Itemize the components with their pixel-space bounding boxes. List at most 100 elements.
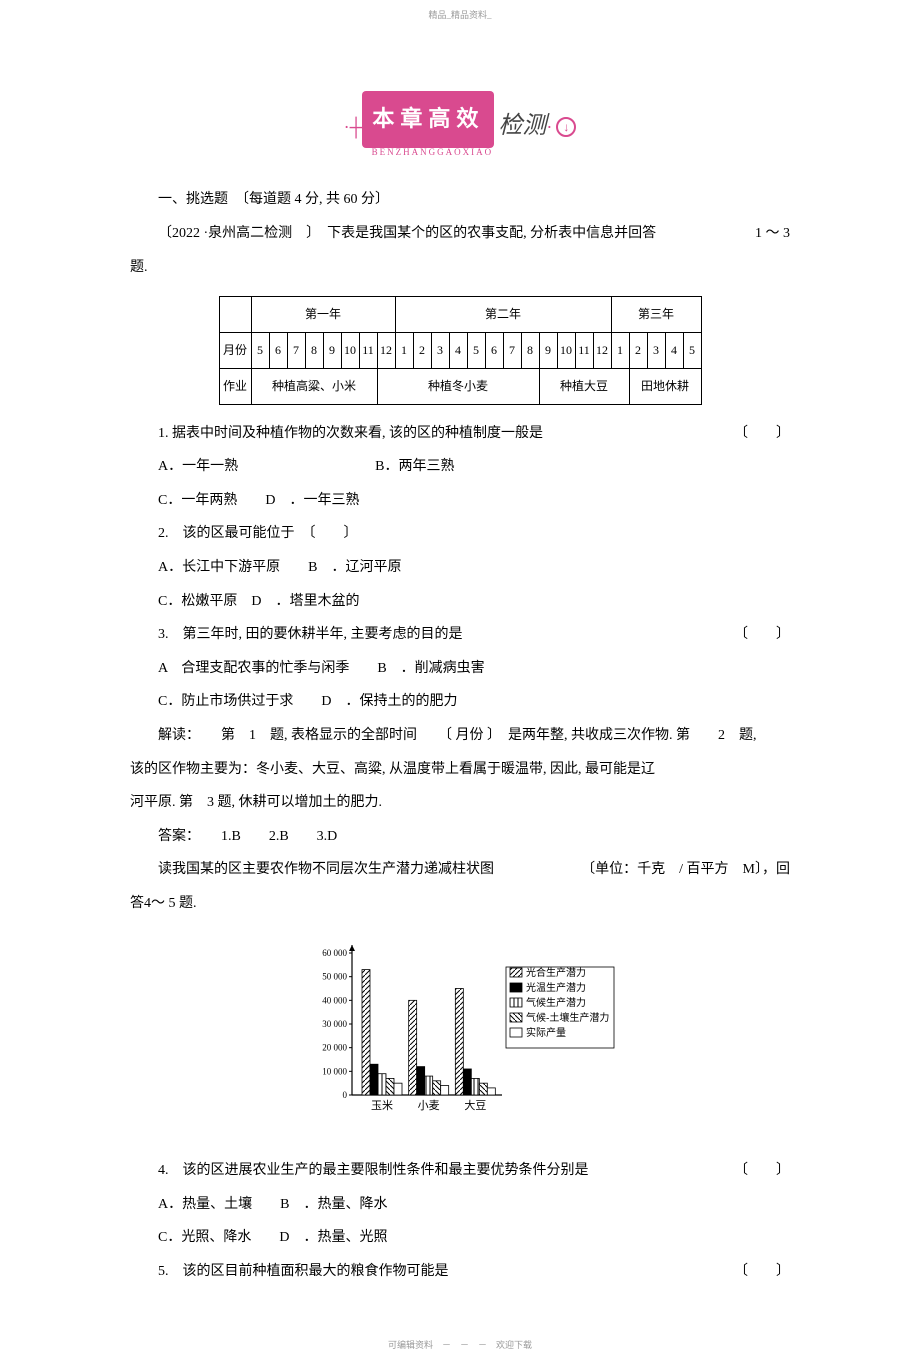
cell-crop4: 田地休耕	[629, 368, 701, 404]
cell-month: 5	[251, 332, 269, 368]
explain-line1: 解读： 第 1 题, 表格显示的全部时间 〔 月份 〕 是两年整, 共收成三次作…	[130, 719, 790, 753]
q3-options-ab: A 合理支配农事的忙季与闲季 B ．削减病虫害	[130, 652, 790, 686]
cell-month: 2	[629, 332, 647, 368]
q1-a: A．一年一熟	[158, 459, 238, 474]
banner-circle-icon: ↓	[556, 117, 576, 137]
intro2-line2: 答4～ 5 题.	[130, 887, 790, 921]
svg-text:20 000: 20 000	[322, 1043, 347, 1053]
q4-options-cd: C．光照、降水 D ．热量、光照	[130, 1221, 790, 1255]
intro2-text-a: 读我国某的区主要农作物不同层次生产潜力递减柱状图	[158, 853, 581, 887]
banner-line-left: ·┼	[344, 106, 363, 149]
svg-text:小麦: 小麦	[418, 1099, 440, 1112]
banner-pinyin: BENZHANGGAOXIAO	[370, 142, 494, 164]
schedule-table: 第一年 第二年 第三年 月份 5678910111212345678910111…	[219, 296, 702, 404]
q2-options-cd: C．松嫩平原 D ．塔里木盆的	[130, 585, 790, 619]
svg-text:30 000: 30 000	[322, 1019, 347, 1029]
table-row: 第一年 第二年 第三年	[219, 297, 701, 333]
cell-month: 8	[521, 332, 539, 368]
svg-text:光合生产潜力: 光合生产潜力	[526, 966, 586, 979]
cell-month: 6	[269, 332, 287, 368]
bar-chart: 60 000 50 000 40 000 30 000 20 000 10 000 0 玉米 小…	[130, 935, 790, 1139]
footer-watermark: 可编辑资料 － － － 欢迎下载	[0, 1338, 920, 1351]
intro2-line1: 读我国某的区主要农作物不同层次生产潜力递减柱状图 〔单位：千克 / 百平方 M〕…	[130, 853, 790, 887]
banner-suffix: 检测	[498, 98, 546, 156]
q3-bracket: 〔 〕	[734, 618, 790, 652]
q1-bracket: 〔 〕	[734, 417, 790, 451]
intro-text: 〔2022 ·泉州高二检测 〕 下表是我国某个的区的农事支配, 分析表中信息并回…	[158, 217, 755, 251]
svg-text:10 000: 10 000	[322, 1067, 347, 1077]
svg-text:气候生产潜力: 气候生产潜力	[526, 996, 586, 1009]
cell-month: 11	[359, 332, 377, 368]
explain-line3: 河平原. 第 3 题, 休耕可以增加土的肥力.	[130, 786, 790, 820]
q5-bracket: 〔 〕	[734, 1255, 790, 1289]
banner-line-right: ·	[546, 106, 552, 149]
chapter-banner: ·┼ 本章高效 BENZHANGGAOXIAO 检测 · ↓	[130, 91, 790, 163]
cell-month: 5	[467, 332, 485, 368]
cell-month: 10	[341, 332, 359, 368]
svg-text:60 000: 60 000	[322, 948, 347, 958]
cell-month: 1	[611, 332, 629, 368]
q3-options-cd: C．防止市场供过于求 D ．保持土的的肥力	[130, 685, 790, 719]
cell-month: 4	[449, 332, 467, 368]
section-title: 一、挑选题 〔每道题 4 分, 共 60 分〕	[130, 183, 790, 217]
page-content: ·┼ 本章高效 BENZHANGGAOXIAO 检测 · ↓ 一、挑选题 〔每道…	[0, 21, 920, 1308]
cell-month: 5	[683, 332, 701, 368]
q3-text: 3. 第三年时, 田的要休耕半年, 主要考虑的目的是	[158, 618, 734, 652]
intro-line1: 〔2022 ·泉州高二检测 〕 下表是我国某个的区的农事支配, 分析表中信息并回…	[130, 217, 790, 251]
cell-crop3: 种植大豆	[539, 368, 629, 404]
q1-options-cd: C．一年两熟 D ．一年三熟	[130, 484, 790, 518]
intro-range: 1 ～ 3	[755, 217, 790, 251]
cell-month: 9	[323, 332, 341, 368]
cell-crop2: 种植冬小麦	[377, 368, 539, 404]
q5-text: 5. 该的区目前种植面积最大的粮食作物可能是	[158, 1255, 734, 1289]
cell-month: 6	[485, 332, 503, 368]
svg-text:玉米: 玉米	[371, 1099, 393, 1112]
cell-month: 10	[557, 332, 575, 368]
q1-stem: 1. 据表中时间及种植作物的次数来看, 该的区的种植制度一般是 〔 〕	[130, 417, 790, 451]
intro-line2: 题.	[130, 251, 790, 285]
q4-bracket: 〔 〕	[734, 1154, 790, 1188]
svg-text:气候-土壤生产潜力: 气候-土壤生产潜力	[526, 1011, 609, 1024]
cell-month: 12	[593, 332, 611, 368]
q5-stem: 5. 该的区目前种植面积最大的粮食作物可能是 〔 〕	[130, 1255, 790, 1289]
svg-text:50 000: 50 000	[322, 972, 347, 982]
cell-work-label: 作业	[219, 368, 251, 404]
cell-blank	[219, 297, 251, 333]
cell-crop1: 种植高粱、小米	[251, 368, 377, 404]
cell-month: 2	[413, 332, 431, 368]
cell-month: 3	[647, 332, 665, 368]
q1-text: 1. 据表中时间及种植作物的次数来看, 该的区的种植制度一般是	[158, 417, 734, 451]
q2-stem: 2. 该的区最可能位于 〔 〕	[130, 517, 790, 551]
cell-month: 11	[575, 332, 593, 368]
q1-options-ab: A．一年一熟 B．两年三熟	[130, 450, 790, 484]
q2-options-ab: A．长江中下游平原 B ．辽河平原	[130, 551, 790, 585]
q3-stem: 3. 第三年时, 田的要休耕半年, 主要考虑的目的是 〔 〕	[130, 618, 790, 652]
svg-text:0: 0	[343, 1090, 348, 1100]
answer1: 答案： 1.B 2.B 3.D	[130, 820, 790, 854]
table-row: 作业 种植高粱、小米 种植冬小麦 种植大豆 田地休耕	[219, 368, 701, 404]
cell-year1: 第一年	[251, 297, 395, 333]
cell-year2: 第二年	[395, 297, 611, 333]
cell-month: 8	[305, 332, 323, 368]
cell-month: 3	[431, 332, 449, 368]
cell-year3: 第三年	[611, 297, 701, 333]
svg-text:实际产量: 实际产量	[526, 1026, 566, 1039]
explain-line2: 该的区作物主要为：冬小麦、大豆、高粱, 从温度带上看属于暖温带, 因此, 最可能…	[130, 753, 790, 787]
cell-month: 1	[395, 332, 413, 368]
table-row-months: 月份 5678910111212345678910111212345	[219, 332, 701, 368]
q4-text: 4. 该的区进展农业生产的最主要限制性条件和最主要优势条件分别是	[158, 1154, 734, 1188]
q4-options-ab: A．热量、土壤 B ．热量、降水	[130, 1188, 790, 1222]
svg-text:40 000: 40 000	[322, 996, 347, 1006]
q1-b: B．两年三熟	[375, 459, 454, 474]
intro2-text-b: 〔单位：千克 / 百平方 M〕，回	[581, 853, 790, 887]
svg-text:光温生产潜力: 光温生产潜力	[526, 981, 586, 994]
cell-month: 9	[539, 332, 557, 368]
cell-month: 7	[503, 332, 521, 368]
cell-month: 7	[287, 332, 305, 368]
banner-title: 本章高效	[362, 91, 494, 148]
q4-stem: 4. 该的区进展农业生产的最主要限制性条件和最主要优势条件分别是 〔 〕	[130, 1154, 790, 1188]
cell-month: 12	[377, 332, 395, 368]
header-watermark: 精品_精品资料_	[0, 0, 920, 21]
cell-month: 4	[665, 332, 683, 368]
cell-month-label: 月份	[219, 332, 251, 368]
